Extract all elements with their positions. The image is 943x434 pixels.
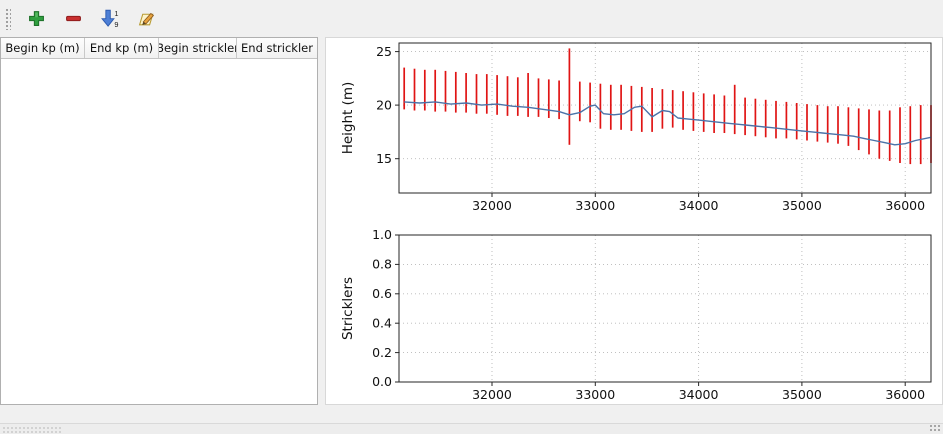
grid [399, 234, 931, 383]
x-tick-label: 36000 [885, 387, 925, 402]
remove-row-button[interactable] [61, 7, 85, 31]
edit-pencil-icon [138, 10, 157, 27]
x-tick-label: 33000 [575, 387, 615, 402]
status-bar-texture [2, 426, 62, 433]
y-tick-label: 1.0 [372, 228, 392, 242]
y-tick-label: 0.2 [372, 345, 392, 360]
stricklers-chart: 32000 33000 34000 35000 36000 0.0 0.2 0.4 0.6 0.8… [340, 228, 932, 402]
main-area: Begin kp (m) End kp (m) Begin strickler … [0, 37, 943, 405]
y-axis: 15 20 25 [376, 44, 399, 166]
table-body[interactable] [1, 59, 317, 404]
window-resize-grip[interactable] [929, 424, 942, 433]
minus-icon [65, 10, 82, 27]
x-tick-label: 33000 [575, 198, 615, 213]
plot-border [398, 42, 932, 194]
x-tick-label: 35000 [782, 198, 822, 213]
y-tick-label: 25 [376, 44, 392, 59]
strickler-table-panel: Begin kp (m) End kp (m) Begin strickler … [0, 37, 318, 405]
y-tick-label: 0.0 [372, 374, 392, 389]
x-tick-label: 34000 [679, 387, 719, 402]
y-tick-label: 15 [376, 151, 392, 166]
x-tick-label: 36000 [885, 198, 925, 213]
x-tick-label: 32000 [472, 387, 512, 402]
y-tick-label: 20 [376, 97, 392, 112]
x-tick-label: 32000 [472, 198, 512, 213]
y-tick-label: 0.8 [372, 257, 392, 272]
y-tick-label: 0.4 [372, 315, 392, 330]
x-tick-label: 35000 [782, 387, 822, 402]
column-header-end-kp[interactable]: End kp (m) [85, 38, 159, 58]
y-axis: 0.0 0.2 0.4 0.6 0.8 1.0 [372, 228, 399, 389]
column-header-begin-kp[interactable]: Begin kp (m) [1, 38, 85, 58]
x-tick-label: 34000 [679, 198, 719, 213]
status-bar [0, 423, 943, 434]
column-header-begin-strickler[interactable]: Begin strickler [159, 38, 237, 58]
charts-panel: 32000 33000 34000 35000 36000 15 20 25 Height (m… [325, 37, 943, 405]
plot-border [398, 234, 932, 383]
sort-numeric-icon: 1 9 [100, 9, 120, 28]
y-axis-label: Stricklers [340, 277, 356, 340]
x-axis: 32000 33000 34000 35000 36000 [472, 382, 925, 402]
x-axis: 32000 33000 34000 35000 36000 [472, 193, 925, 213]
plus-icon [28, 10, 45, 27]
table-header-row: Begin kp (m) End kp (m) Begin strickler … [1, 38, 317, 59]
y-tick-label: 0.6 [372, 286, 392, 301]
grid [399, 43, 931, 193]
edit-button[interactable] [135, 7, 159, 31]
svg-text:9: 9 [114, 20, 118, 28]
add-row-button[interactable] [24, 7, 48, 31]
y-axis-label: Height (m) [340, 82, 356, 155]
sort-rows-button[interactable]: 1 9 [98, 7, 122, 31]
error-bars [403, 48, 932, 165]
height-chart: 32000 33000 34000 35000 36000 15 20 25 Height (m… [340, 42, 932, 213]
toolbar-drag-handle[interactable] [5, 7, 11, 30]
svg-text:1: 1 [114, 9, 118, 18]
column-header-end-strickler[interactable]: End strickler [241, 41, 313, 55]
toolbar: 1 9 [0, 0, 943, 37]
data-line [404, 101, 932, 146]
